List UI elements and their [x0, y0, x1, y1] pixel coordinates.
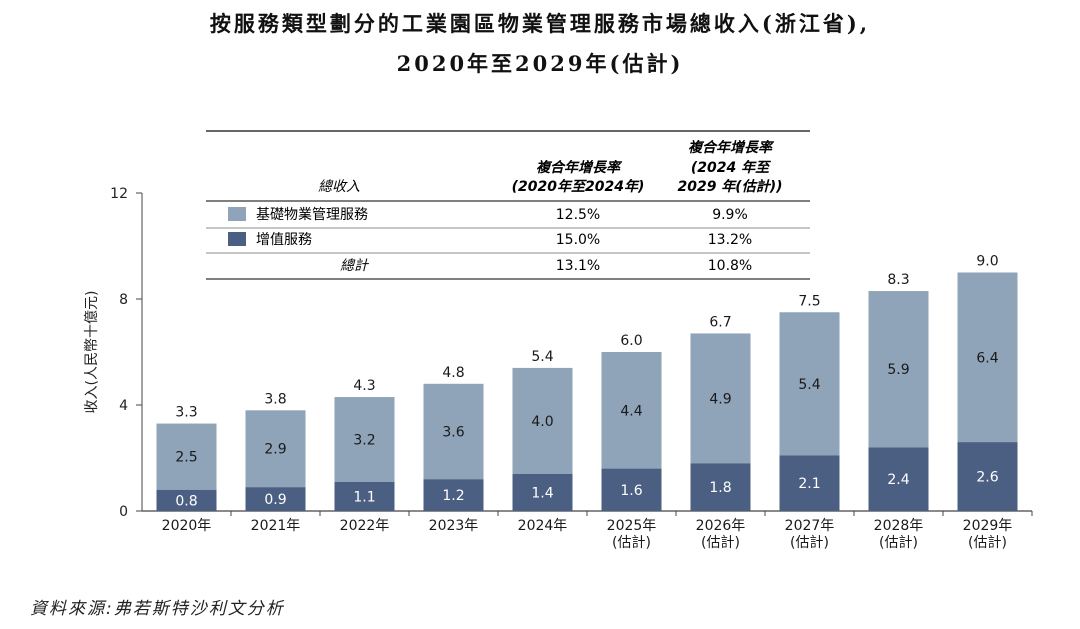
cagr1-total: 13.1%	[556, 258, 600, 274]
y-tick-label: 0	[119, 504, 128, 520]
y-tick-label: 4	[119, 398, 128, 414]
data-label-total: 4.8	[442, 365, 464, 381]
cagr-table: 總收入 複合年增長率 (2020年至2024年) 複合年增長率 (2024 年至…	[206, 130, 810, 280]
data-label-basic: 3.2	[353, 432, 375, 448]
x-tick-label: (估計)	[968, 535, 1007, 551]
data-label-total: 6.0	[620, 333, 642, 349]
bar-value-added-2020年	[156, 489, 217, 511]
table-header-cagr2-line1: 複合年增長率	[688, 139, 775, 156]
cagr2-value-added: 13.2%	[708, 232, 752, 248]
data-label-value-added: 0.9	[264, 492, 286, 508]
x-tick-label: 2026年	[696, 518, 746, 534]
bar-basic-2029年	[957, 272, 1018, 443]
data-label-value-added: 2.6	[976, 470, 998, 486]
data-label-total: 5.4	[531, 349, 553, 365]
data-label-basic: 3.6	[442, 425, 464, 441]
data-label-basic: 2.5	[175, 450, 197, 466]
chart-title-line1: 按服務類型劃分的工業園區物業管理服務市場總收入(浙江省),	[209, 11, 871, 36]
legend-swatch-value-added	[228, 232, 246, 246]
y-tick-label: 12	[110, 186, 128, 202]
data-label-total: 7.5	[798, 293, 820, 309]
data-label-basic: 2.9	[264, 442, 286, 458]
data-label-basic: 4.0	[531, 414, 553, 430]
bar-value-added-2025年	[601, 468, 662, 511]
table-header-cagr2-line3: 2029 年(估計))	[677, 178, 782, 195]
table-header-cagr2-line2: (2024 年至	[691, 159, 771, 176]
bar-basic-2021年	[245, 410, 306, 488]
data-label-basic: 4.4	[620, 403, 642, 419]
data-label-total: 3.8	[264, 391, 286, 407]
x-tick-label: 2025年	[607, 518, 657, 534]
data-label-basic: 5.9	[887, 362, 909, 378]
data-label-value-added: 1.6	[620, 483, 642, 499]
bar-basic-2023年	[423, 383, 484, 480]
data-label-basic: 6.4	[976, 350, 998, 366]
x-tick-label: 2022年	[340, 518, 390, 534]
bars: 2.5 0.8 3.3 2.9 0.9 3.8 3.2 1.1 4.3 3.6 1.2 4.8 4.0 1…	[156, 254, 1018, 511]
x-tick-label: (估計)	[612, 535, 651, 551]
data-label-value-added: 1.8	[709, 480, 731, 496]
bar-basic-2026年	[690, 333, 751, 464]
x-tick-label: 2021年	[251, 518, 301, 534]
data-label-total: 4.3	[353, 378, 375, 394]
x-tick-label: (估計)	[790, 535, 829, 551]
bar-value-added-2029年	[957, 442, 1018, 511]
data-label-value-added: 2.4	[887, 472, 909, 488]
legend-swatch-basic	[228, 207, 246, 221]
bar-basic-2020年	[156, 423, 217, 490]
x-tick-label: 2028年	[874, 518, 924, 534]
data-label-value-added: 1.2	[442, 488, 464, 504]
bar-value-added-2026年	[690, 463, 751, 511]
bar-basic-2028年	[868, 291, 929, 448]
x-tick-label: 2027年	[785, 518, 835, 534]
x-tick-label: 2029年	[963, 518, 1013, 534]
x-tick-label: 2024年	[518, 518, 568, 534]
bar-value-added-2021年	[245, 487, 306, 511]
cagr1-basic: 12.5%	[556, 207, 600, 223]
table-header-total: 總收入	[318, 179, 360, 195]
data-label-value-added: 0.8	[175, 493, 197, 509]
y-tick-label: 8	[119, 292, 128, 308]
bar-value-added-2022年	[334, 481, 395, 511]
x-tick-label: 2023年	[429, 518, 479, 534]
legend-label-basic: 基礎物業管理服務	[256, 206, 368, 223]
data-label-basic: 5.4	[798, 377, 820, 393]
bar-basic-2025年	[601, 352, 662, 469]
chart-title-line2: 2020年至2029年(估計)	[396, 51, 684, 76]
data-label-total: 9.0	[976, 254, 998, 270]
table-total-label: 總計	[340, 258, 370, 274]
y-axis-label: 收入(人民幣十億元)	[84, 291, 100, 414]
bar-basic-2022年	[334, 397, 395, 482]
data-label-total: 3.3	[175, 405, 197, 421]
data-label-basic: 4.9	[709, 391, 731, 407]
data-label-total: 6.7	[709, 314, 731, 330]
data-label-value-added: 1.1	[353, 489, 375, 505]
data-label-total: 8.3	[887, 272, 909, 288]
cagr2-total: 10.8%	[708, 258, 752, 274]
table-header-cagr1-line1: 複合年增長率	[536, 159, 623, 176]
bar-value-added-2028年	[868, 447, 929, 511]
legend-label-value-added: 增值服務	[256, 232, 312, 248]
x-tick-label: (估計)	[879, 535, 918, 551]
x-tick-label: 2020年	[162, 518, 212, 534]
cagr1-value-added: 15.0%	[556, 232, 600, 248]
source-note: 資料來源:弗若斯特沙利文分析	[30, 599, 285, 619]
data-label-value-added: 2.1	[798, 476, 820, 492]
cagr2-basic: 9.9%	[712, 207, 748, 223]
bar-basic-2027年	[779, 312, 840, 456]
bar-value-added-2024年	[512, 473, 573, 511]
bar-value-added-2023年	[423, 479, 484, 511]
bar-basic-2024年	[512, 367, 573, 474]
table-header-cagr1-line2: (2020年至2024年)	[512, 178, 645, 195]
data-label-value-added: 1.4	[531, 485, 553, 501]
x-tick-label: (估計)	[701, 535, 740, 551]
bar-value-added-2027年	[779, 455, 840, 511]
